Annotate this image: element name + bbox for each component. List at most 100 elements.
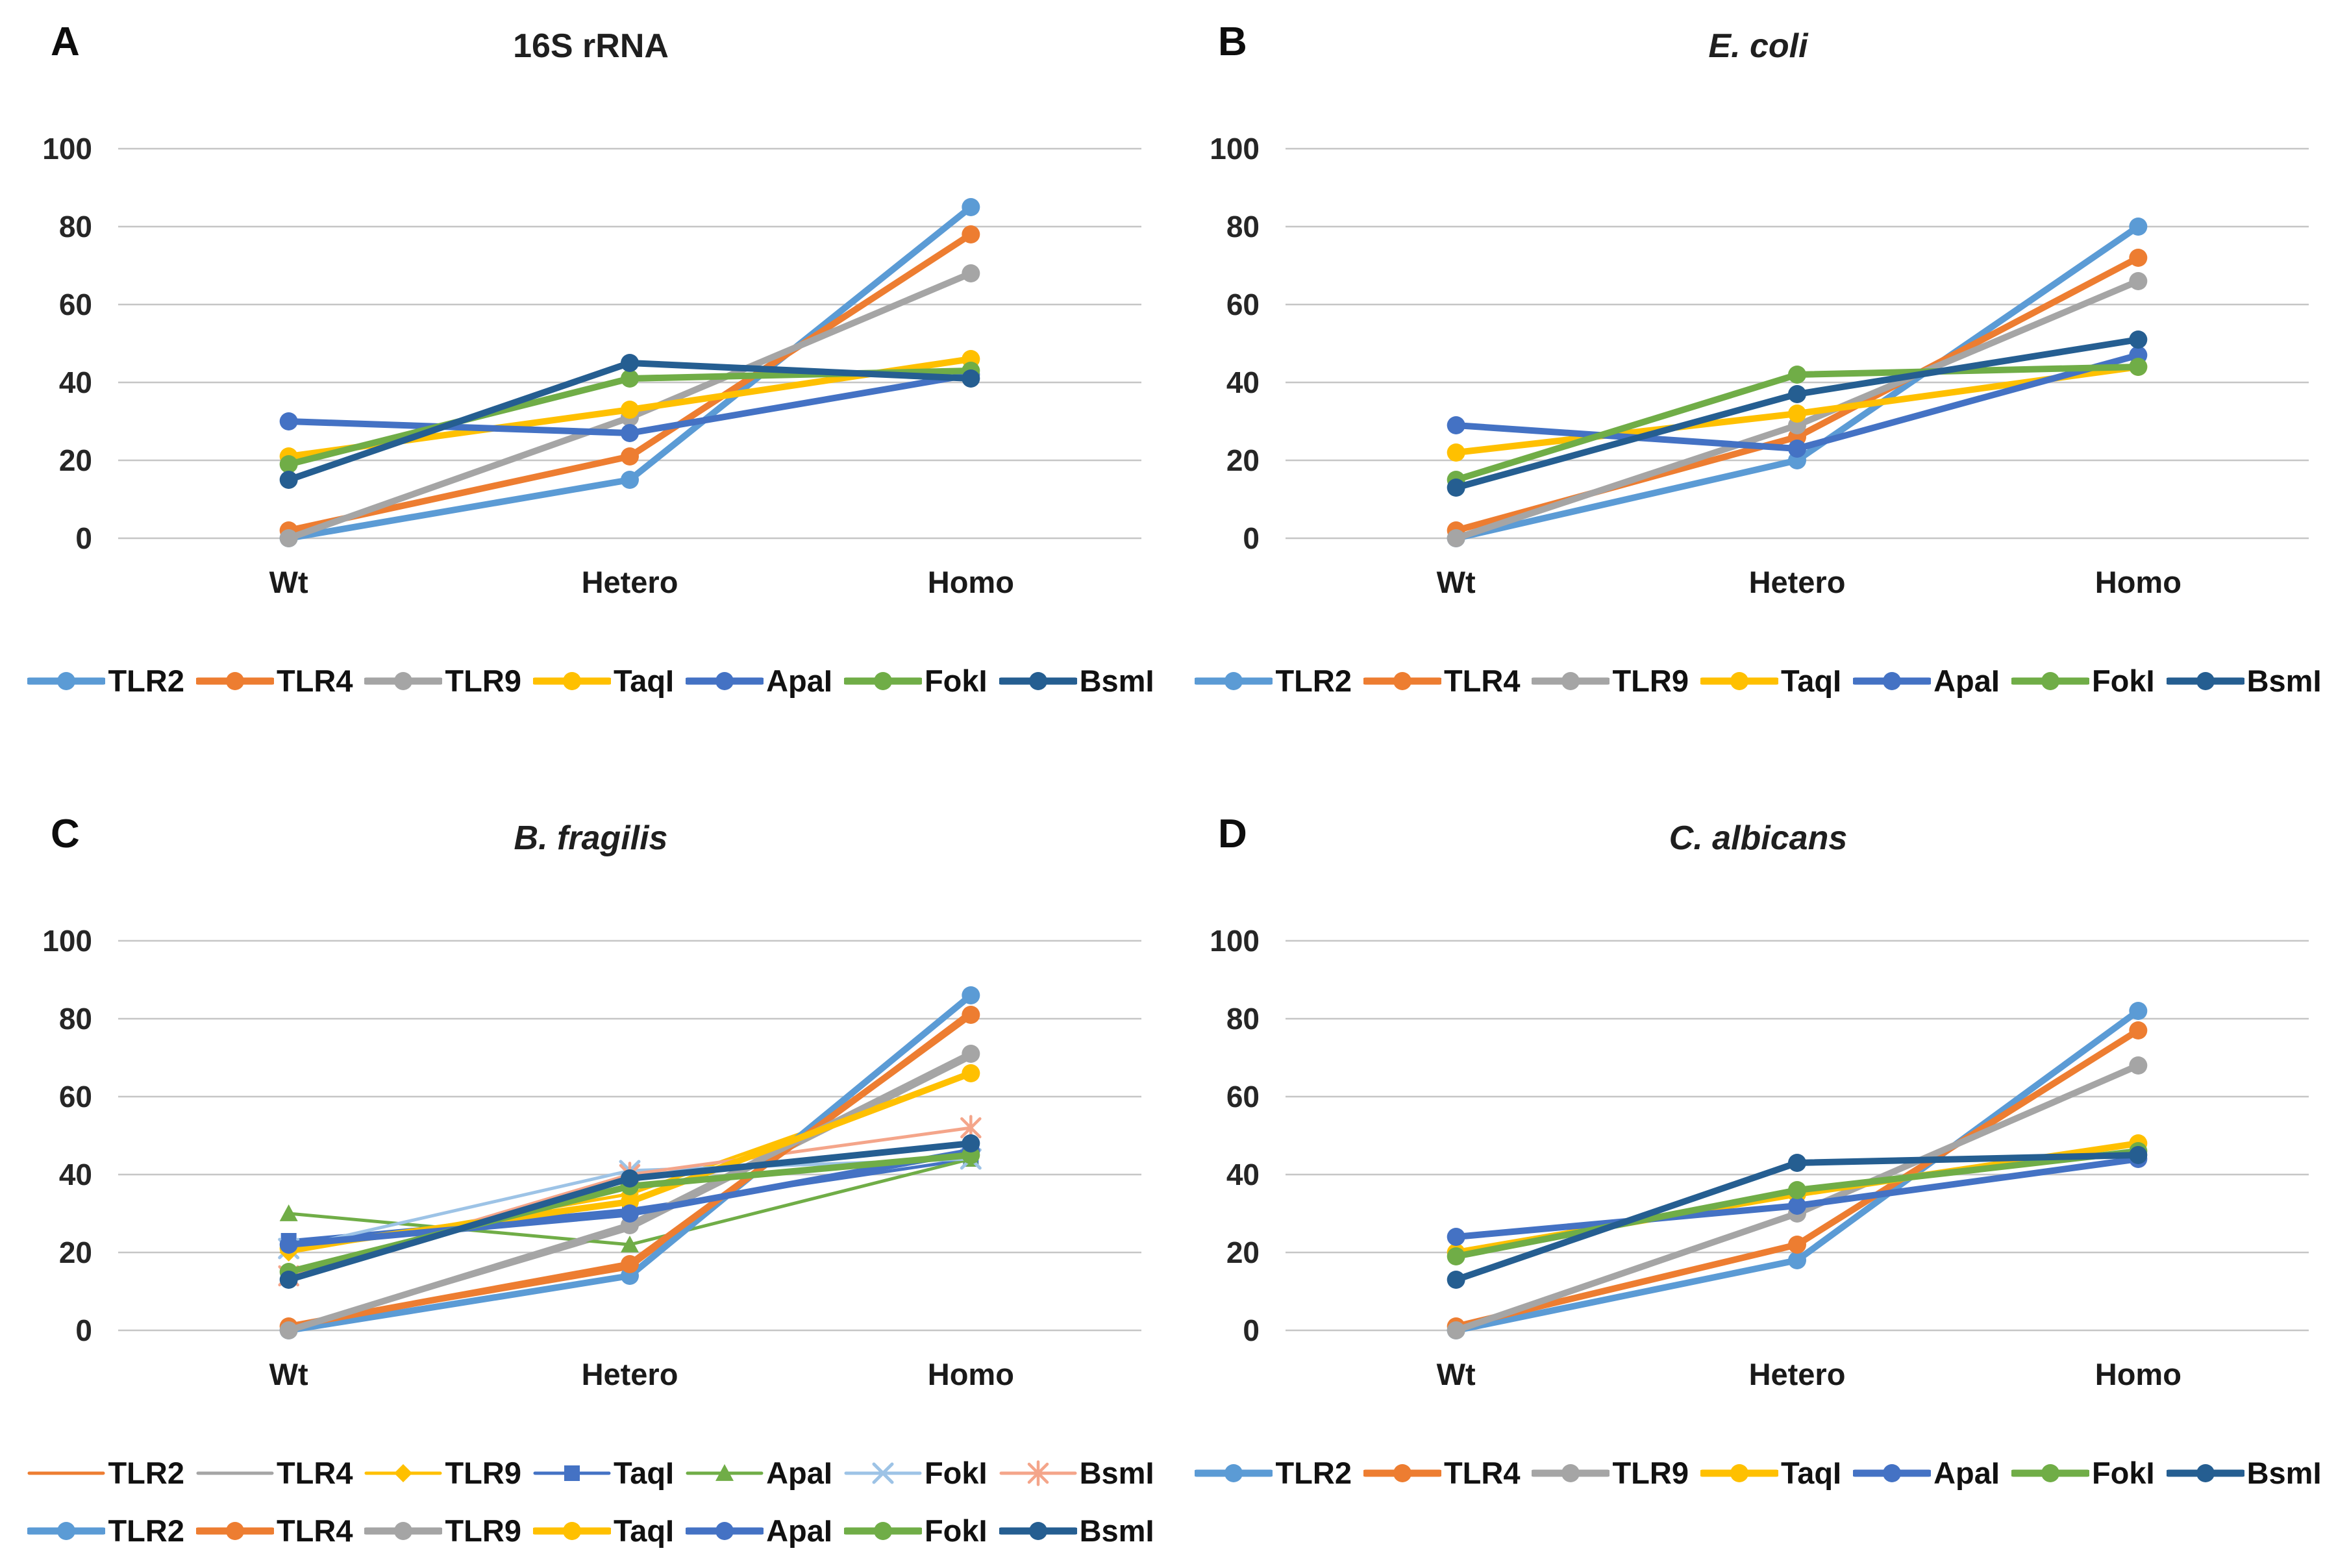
legend-item-TaqI: TaqI (532, 1513, 674, 1549)
legend-label-BsmI: BsmI (2246, 1456, 2322, 1490)
y-tick-80: 80 (1226, 210, 1260, 243)
legend-item-FokI: FokI (2011, 663, 2155, 699)
legend-item-BsmI: BsmI (999, 1513, 1154, 1549)
legend-label-BsmI: BsmI (1079, 664, 1154, 698)
panel-d-header: D C. albicans (1187, 808, 2330, 868)
panel-d-chart: 100 80 60 40 20 0 Wt Hetero Homo (1210, 924, 2309, 1391)
x-label-hetero: Hetero (1749, 1357, 1846, 1391)
point-BsmI-homo (962, 1134, 980, 1152)
legend-marker-BsmI-icon (999, 1521, 1077, 1540)
legend-mark-TLR4 (225, 1521, 244, 1540)
legend-item-ApaI: ApaI (1853, 663, 2000, 699)
legend-item-TLR9: TLR9 (1532, 663, 1689, 699)
panel-a-header: A 16S rRNA (19, 16, 1162, 76)
legend-marker-ApaI-icon (1853, 671, 1932, 690)
y-tick-20: 20 (59, 1236, 92, 1269)
legend-marker-TaqI-icon (532, 671, 611, 690)
point-ApaI-hetero (621, 424, 639, 442)
point-TLR2-homo (962, 986, 980, 1004)
legend-item-TLR9: TLR9 (364, 663, 521, 699)
y-tick-100: 100 (1210, 132, 1260, 166)
point-TLR9-wt (279, 1321, 298, 1339)
legend-mark-TLR2 (1224, 1463, 1243, 1482)
point-ApaI-hetero (1788, 1197, 1806, 1215)
legend-label-TLR9: TLR9 (1612, 664, 1689, 698)
series-ApaI (1447, 1150, 2148, 1246)
x-label-homo: Homo (928, 565, 1014, 599)
point-TLR4-homo (962, 225, 980, 243)
legend-marker-TaqI-icon (1700, 671, 1778, 690)
legend-marker-TLR2-icon (27, 671, 106, 690)
point-FokI-wt (279, 455, 298, 473)
panel-c-albicans: D C. albicans 100 80 60 40 20 0 Wt Hetero Homo T… (1187, 808, 2330, 1491)
legend-label-BsmI: BsmI (1079, 1456, 1154, 1490)
legend-label-TLR4: TLR4 (1443, 664, 1521, 698)
legend-item-BsmI: BsmI (2166, 1455, 2322, 1491)
point-TLR9-homo (962, 1045, 980, 1063)
legend-item-TaqI: TaqI (532, 663, 674, 699)
panel-c-letter: C (51, 812, 80, 856)
series-BsmI (279, 354, 980, 489)
y-tick-40: 40 (59, 1158, 92, 1191)
legend-item-TLR9: TLR9 (364, 1455, 521, 1491)
legend-marker-TaqI-icon (532, 1521, 611, 1540)
legend-mark-TLR9 (394, 1521, 413, 1540)
x-label-homo: Homo (928, 1357, 1014, 1391)
point-BsmI-hetero (621, 1169, 639, 1188)
series-TLR4 (1447, 1021, 2148, 1336)
panel-b-legend: TLR2 TLR4 TLR9 TaqI ApaI FokI BsmI (1187, 663, 2330, 699)
legend-label-ApaI: ApaI (766, 1456, 832, 1490)
legend-marker-FokI-icon (844, 1462, 922, 1484)
point-TLR2-hetero (621, 471, 639, 489)
legend-mark-BsmI (1028, 1521, 1047, 1540)
y-tick-40: 40 (59, 366, 92, 399)
legend-label-TLR2: TLR2 (1275, 1456, 1352, 1490)
point-TLR9-wt (1447, 529, 1465, 547)
legend-mark-BsmI (1028, 671, 1047, 690)
point-TLR9-wt (279, 529, 298, 547)
legend-label-ApaI: ApaI (1933, 664, 2000, 698)
legend-item-ApaI: ApaI (686, 1513, 832, 1549)
y-tick-60: 60 (59, 288, 92, 321)
series-BsmI (1447, 1146, 2148, 1289)
legend-item-FokI: FokI (844, 1455, 988, 1491)
legend-label-ApaI: ApaI (766, 1513, 832, 1548)
legend-item-TaqI: TaqI (1700, 663, 1841, 699)
legend-marker-FokI-icon (843, 671, 922, 690)
point-ApaI-wt (1447, 1228, 1465, 1246)
legend-item-ApaI: ApaI (1853, 1455, 2000, 1491)
y-tick-60: 60 (1226, 288, 1260, 321)
series-FokI (1447, 358, 2148, 489)
legend-mark-TLR9 (394, 1463, 413, 1482)
legend-mark-ApaI (715, 1521, 734, 1540)
point-BsmI-homo (962, 369, 980, 388)
y-tick-100: 100 (42, 132, 92, 166)
point-FokI-hetero (621, 369, 639, 388)
legend-marker-TaqI-icon (533, 1465, 611, 1481)
legend-item-TaqI: TaqI (533, 1455, 674, 1491)
legend-marker-ApaI-icon (686, 1521, 764, 1540)
point-FokI-hetero (1788, 366, 1806, 384)
series-BsmI (1447, 330, 2148, 497)
point-ApaI-hetero (621, 1204, 639, 1223)
legend-label-TLR4: TLR4 (276, 1456, 353, 1490)
legend-mark-ApaI (1883, 671, 1902, 690)
legend-mark-FokI (2041, 1463, 2059, 1482)
legend-marker-TLR2-icon (1195, 671, 1273, 690)
legend-item-ApaI: ApaI (686, 1455, 832, 1491)
legend-row-0: TLR2 TLR4 TLR9 TaqI ApaI FokI BsmI (1195, 663, 2322, 699)
legend-marker-TLR4-icon (1363, 1463, 1441, 1482)
x-label-wt: Wt (269, 565, 308, 599)
legend-label-FokI: FokI (924, 1456, 988, 1490)
point-TLR4-homo (2129, 1021, 2148, 1039)
legend-marker-TLR4-icon (195, 1521, 274, 1540)
point-BsmI-homo (2129, 1146, 2148, 1164)
point-TLR2-homo (2129, 218, 2148, 236)
point-TLR9-wt (1447, 1321, 1465, 1339)
legend-label-FokI: FokI (2091, 1456, 2155, 1490)
legend-item-TLR2: TLR2 (1195, 1455, 1352, 1491)
legend-mark-TLR2 (57, 671, 76, 690)
legend-item-ApaI: ApaI (686, 663, 832, 699)
y-tick-40: 40 (1226, 366, 1260, 399)
